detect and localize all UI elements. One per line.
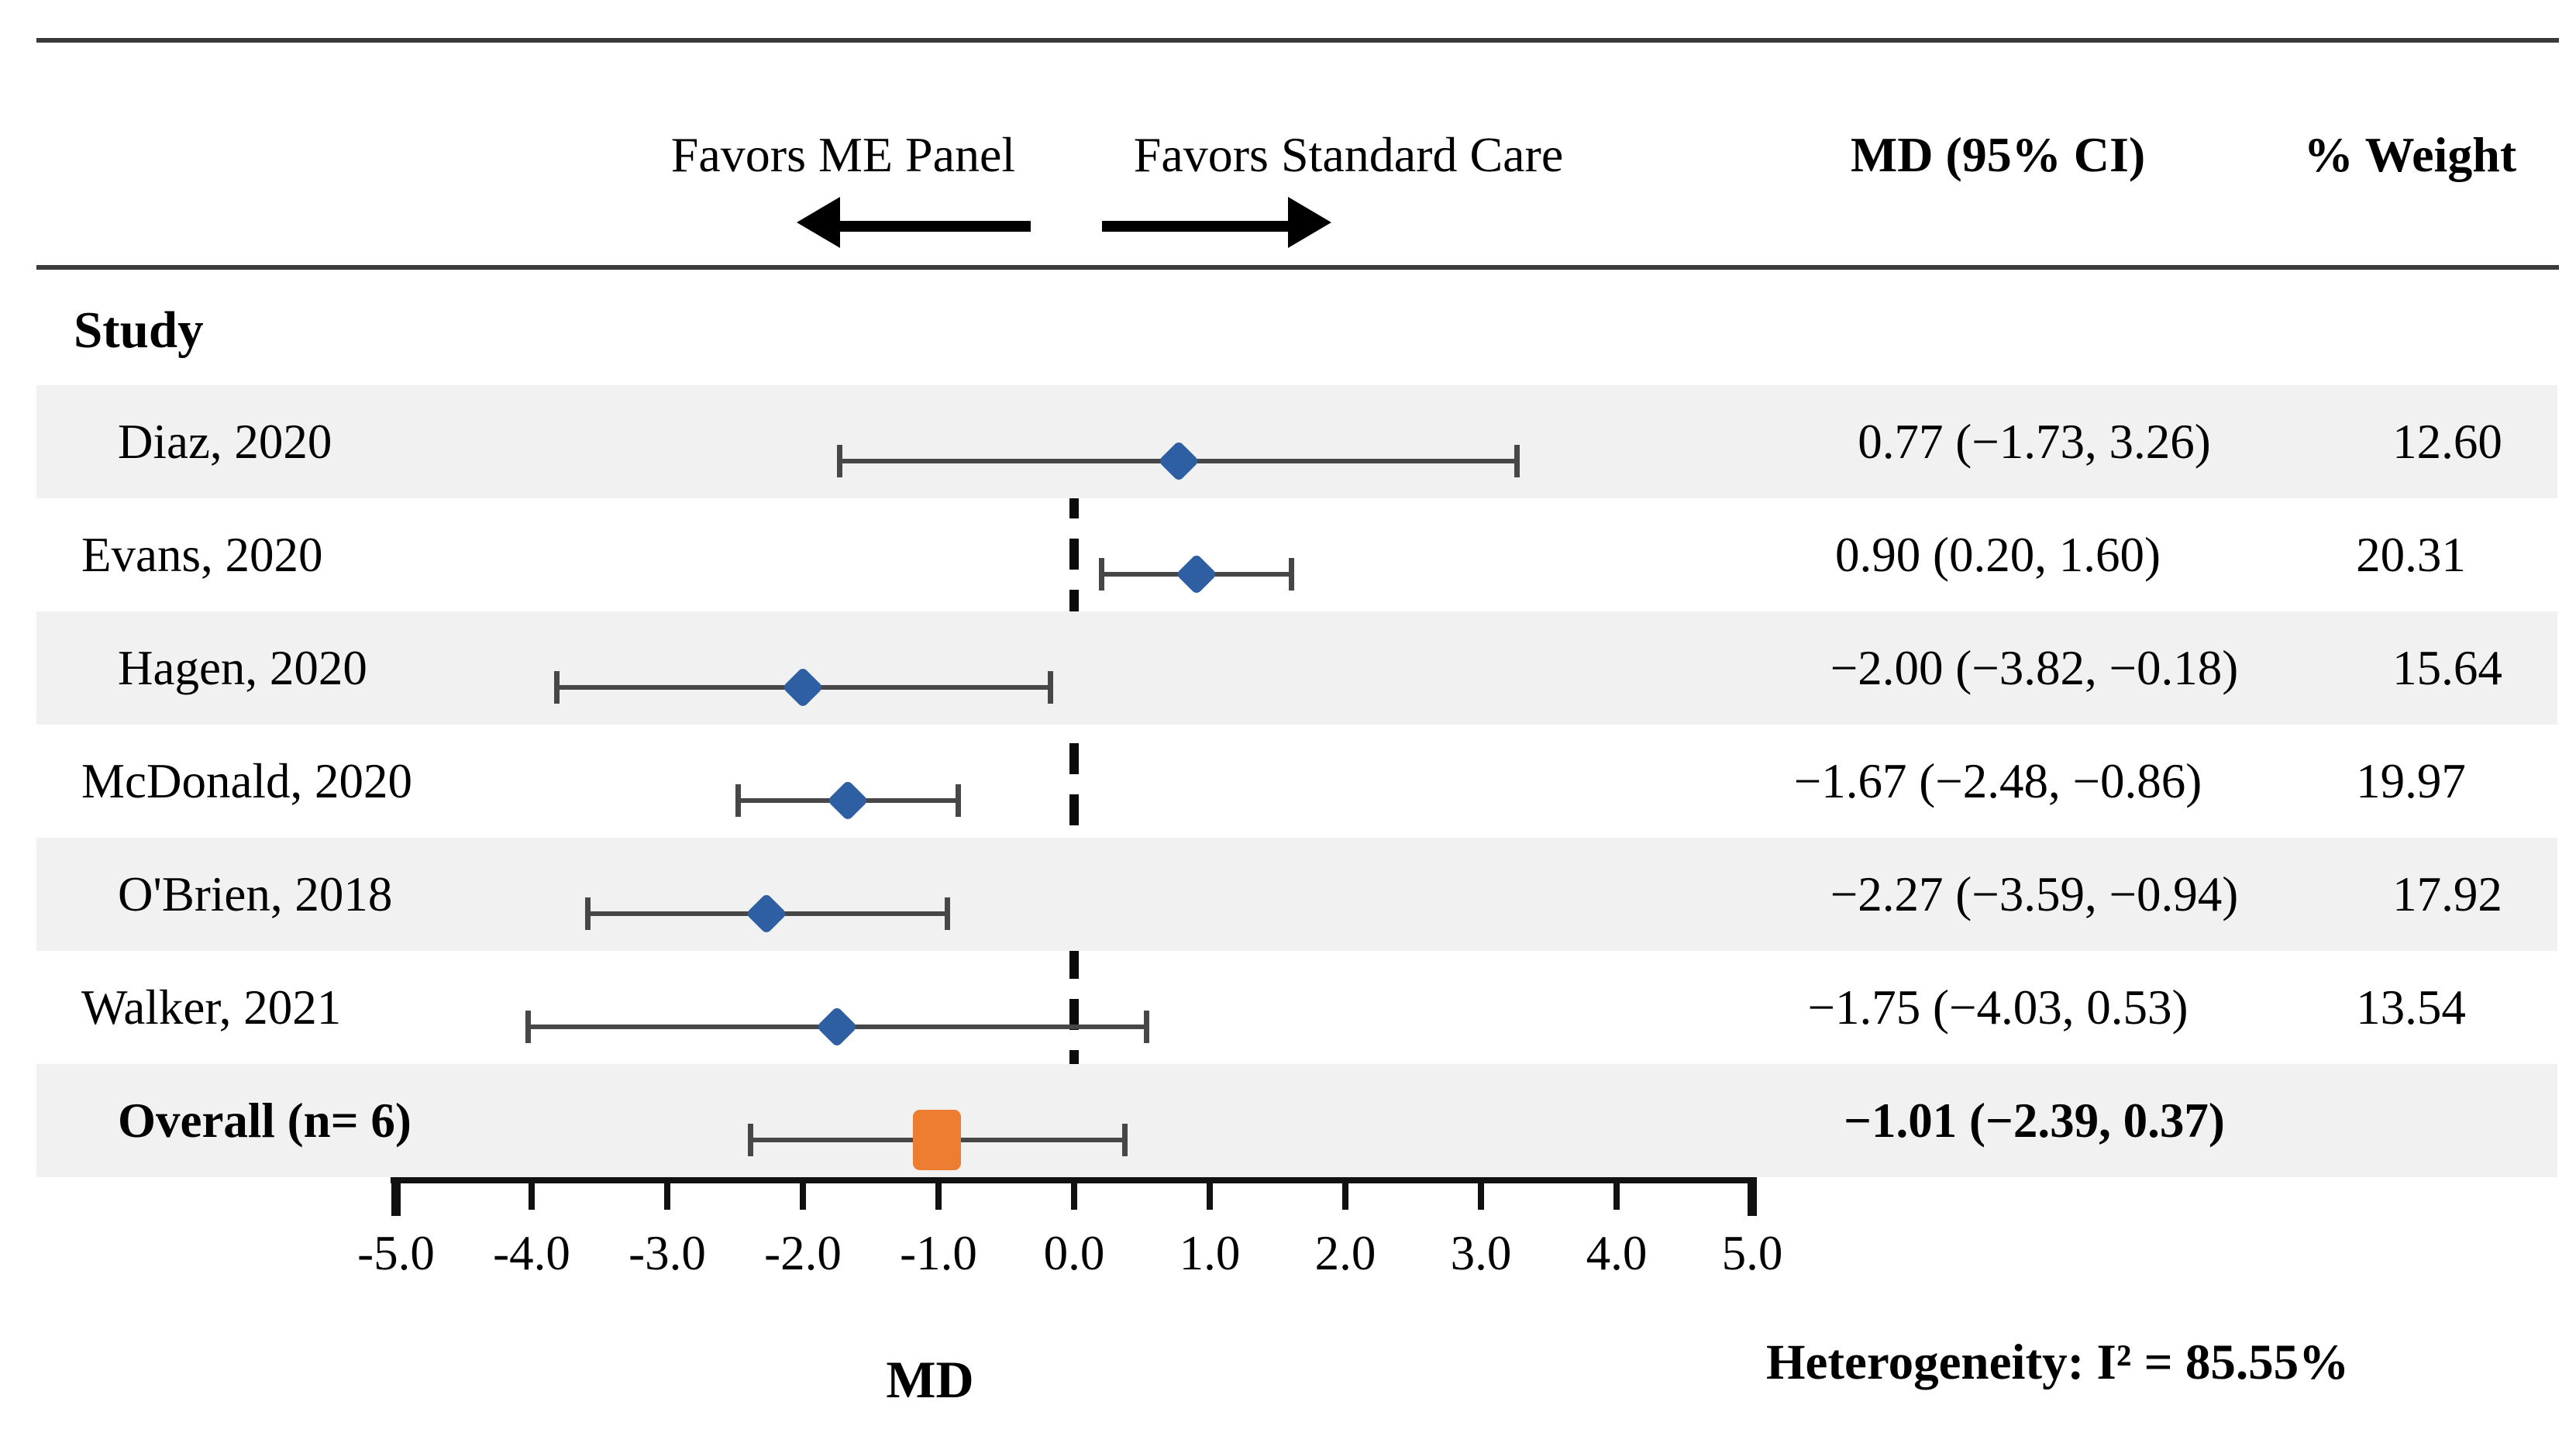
study-label: Evans, 2020 [81,527,323,582]
ci-endcap [525,1011,531,1043]
x-axis-tick-label: -5.0 [357,1226,435,1280]
study-label: Walker, 2021 [81,980,342,1035]
x-axis-tick [391,1177,401,1216]
x-axis-tick-label: -4.0 [493,1226,570,1280]
weight-value: 19.97 [2356,753,2466,808]
left-arrow-icon [797,197,840,248]
x-axis-tick [1478,1177,1484,1210]
x-axis-tick [529,1177,535,1210]
weight-value: 17.92 [2392,866,2502,921]
weight-value: 13.54 [2356,980,2466,1035]
study-row: Walker, 2021 −1.75 (−4.03, 0.53) 13.54 [0,951,2576,1064]
x-axis-tick-label: 4.0 [1586,1226,1648,1280]
md-ci-value: −2.27 (−3.59, −0.94) [1830,866,2239,921]
study-effect-marker [826,780,869,821]
favors-right-label: Favors Standard Care [1133,127,1564,182]
right-arrow-shaft [1102,221,1291,232]
overall-effect-marker [913,1110,962,1170]
ci-endcap [944,897,950,930]
heterogeneity-label: Heterogeneity: I² = 85.55% [1766,1335,2350,1390]
x-axis-tick [1071,1177,1077,1210]
ci-plot [0,838,2576,951]
x-axis-tick-label: 2.0 [1314,1226,1376,1280]
study-row: Evans, 2020 0.90 (0.20, 1.60) 20.31 [0,498,2576,611]
overall-md-ci-value: −1.01 (−2.39, 0.37) [1844,1093,2225,1148]
ci-endcap [837,445,843,477]
overall-weight-value [2292,1064,2576,1177]
x-axis-tick [1207,1177,1213,1210]
ci-endcap [955,784,961,817]
study-effect-marker [782,666,824,708]
overall-row: Overall (n= 6) −1.01 (−2.39, 0.37) [36,1064,2557,1177]
ci-endcap [1514,445,1520,477]
weight-column-header: % Weight [2303,127,2517,182]
x-axis-tick [1342,1177,1348,1210]
md-ci-column-header: MD (95% CI) [1850,127,2146,182]
weight-value: 12.60 [2392,414,2502,469]
weight-value: 20.31 [2356,527,2466,582]
study-label: Diaz, 2020 [118,414,332,469]
x-axis-tick-label: -2.0 [764,1226,842,1280]
overall-label: Overall (n= 6) [118,1093,412,1148]
weight-value: 15.64 [2392,640,2502,695]
md-ci-value: 0.77 (−1.73, 3.26) [1858,414,2211,469]
ci-endcap [1143,1011,1149,1043]
ci-plot [0,725,2576,838]
study-effect-marker [1157,440,1200,482]
x-axis-tick-label: -1.0 [900,1226,977,1280]
header-divider-rule [36,265,2559,270]
top-border-rule [36,38,2559,43]
ci-plot [0,1064,2576,1177]
ci-endcap [1047,671,1053,704]
x-axis-tick [1748,1177,1757,1216]
md-ci-value: −1.75 (−4.03, 0.53) [1807,980,2189,1035]
md-ci-value: −1.67 (−2.48, −0.86) [1793,753,2202,808]
x-axis-tick [935,1177,942,1210]
md-ci-value: −2.00 (−3.82, −0.18) [1830,640,2239,695]
x-axis-tick-label: 5.0 [1721,1226,1783,1280]
study-label: McDonald, 2020 [81,753,412,808]
study-label: O'Brien, 2018 [118,866,393,921]
md-ci-value: 0.90 (0.20, 1.60) [1835,527,2161,582]
x-axis-tick-label: 3.0 [1450,1226,1512,1280]
study-column-header: Study [74,301,204,359]
ci-plot [0,951,2576,1064]
study-effect-marker [1175,553,1217,595]
x-axis-tick-label: -3.0 [629,1226,706,1280]
ci-plot [0,611,2576,725]
study-row: O'Brien, 2018 −2.27 (−3.59, −0.94) 17.92 [36,838,2557,951]
ci-endcap [747,1124,753,1156]
ci-endcap [584,897,591,930]
right-arrow-icon [1288,197,1331,248]
study-row: Diaz, 2020 0.77 (−1.73, 3.26) 12.60 [36,385,2557,498]
x-axis-title: MD [886,1350,974,1409]
study-effect-marker [815,1006,858,1048]
x-axis-tick [1613,1177,1620,1210]
x-axis-tick [800,1177,806,1210]
study-effect-marker [745,893,787,935]
study-row: McDonald, 2020 −1.67 (−2.48, −0.86) 19.9… [0,725,2576,838]
ci-endcap [1121,1124,1128,1156]
x-axis-tick-label: 0.0 [1043,1226,1105,1280]
ci-endcap [553,671,560,704]
zero-reference-line [1069,385,1079,1180]
ci-endcap [1289,558,1294,591]
ci-plot [0,498,2576,611]
ci-endcap [1099,558,1104,591]
study-label: Hagen, 2020 [118,640,367,695]
study-row: Hagen, 2020 −2.00 (−3.82, −0.18) 15.64 [36,611,2557,725]
ci-endcap [735,784,741,817]
x-axis-tick [664,1177,670,1210]
x-axis-tick-label: 1.0 [1179,1226,1241,1280]
ci-plot [0,385,2576,498]
left-arrow-shaft [834,221,1031,232]
favors-left-label: Favors ME Panel [670,127,1016,182]
